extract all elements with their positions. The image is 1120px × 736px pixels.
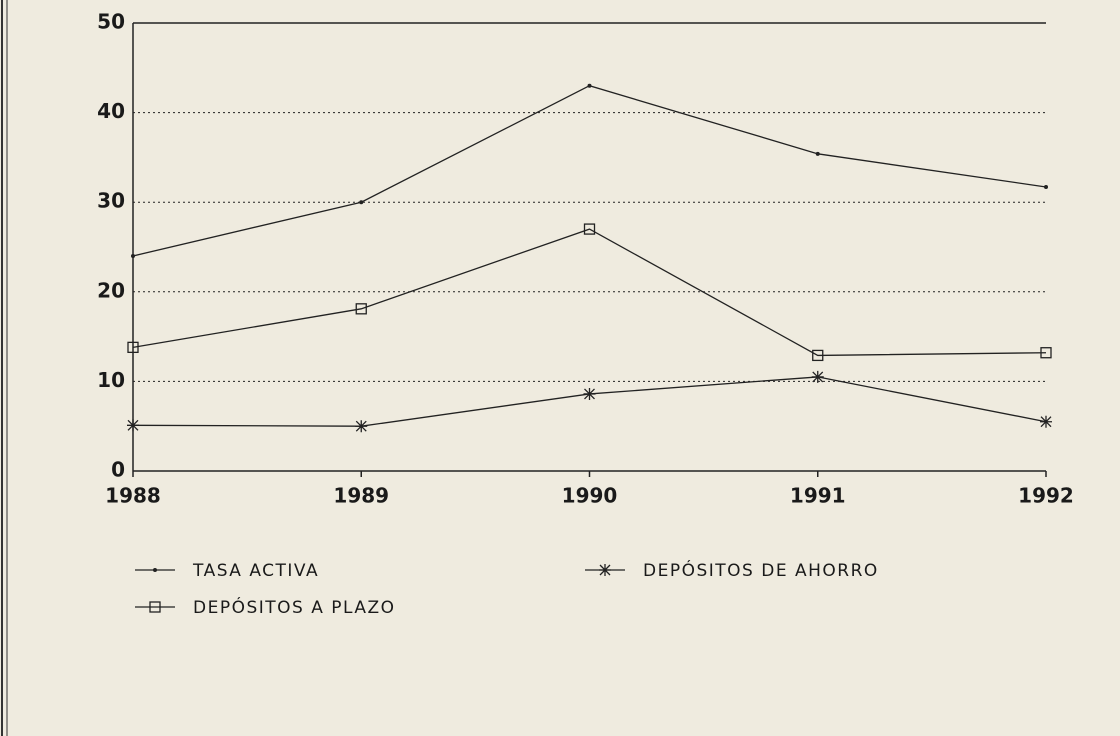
x-tick-label: 1991: [790, 484, 846, 508]
marker: [127, 419, 139, 432]
marker: [355, 420, 368, 433]
x-tick-label: 1988: [105, 484, 161, 508]
marker: [131, 253, 135, 258]
y-tick-label: 30: [97, 189, 125, 213]
legend-label: DEPÓSITOS DE AHORRO: [643, 559, 879, 581]
x-tick-label: 1992: [1018, 484, 1074, 508]
marker: [1040, 415, 1052, 428]
y-tick-label: 40: [97, 99, 125, 123]
marker: [583, 223, 596, 235]
marker: [587, 83, 592, 88]
marker: [355, 303, 367, 315]
y-tick-label: 10: [97, 368, 125, 392]
x-tick-label: 1990: [562, 484, 618, 508]
marker: [1044, 184, 1048, 189]
marker: [359, 200, 364, 205]
marker: [149, 601, 161, 613]
marker: [583, 387, 596, 400]
y-tick-label: 20: [97, 278, 125, 302]
marker: [153, 568, 157, 572]
marker: [815, 151, 820, 156]
legend-label: TASA ACTIVA: [192, 561, 319, 581]
marker: [127, 341, 139, 354]
marker: [599, 564, 611, 576]
legend-label: DEPÓSITOS A PLAZO: [193, 596, 396, 618]
y-tick-label: 50: [97, 10, 125, 34]
y-tick-label: 0: [111, 458, 125, 482]
marker: [812, 349, 824, 362]
marker: [811, 370, 824, 383]
marker: [1040, 347, 1052, 359]
x-tick-label: 1989: [333, 484, 389, 508]
series-line: [132, 228, 1047, 357]
